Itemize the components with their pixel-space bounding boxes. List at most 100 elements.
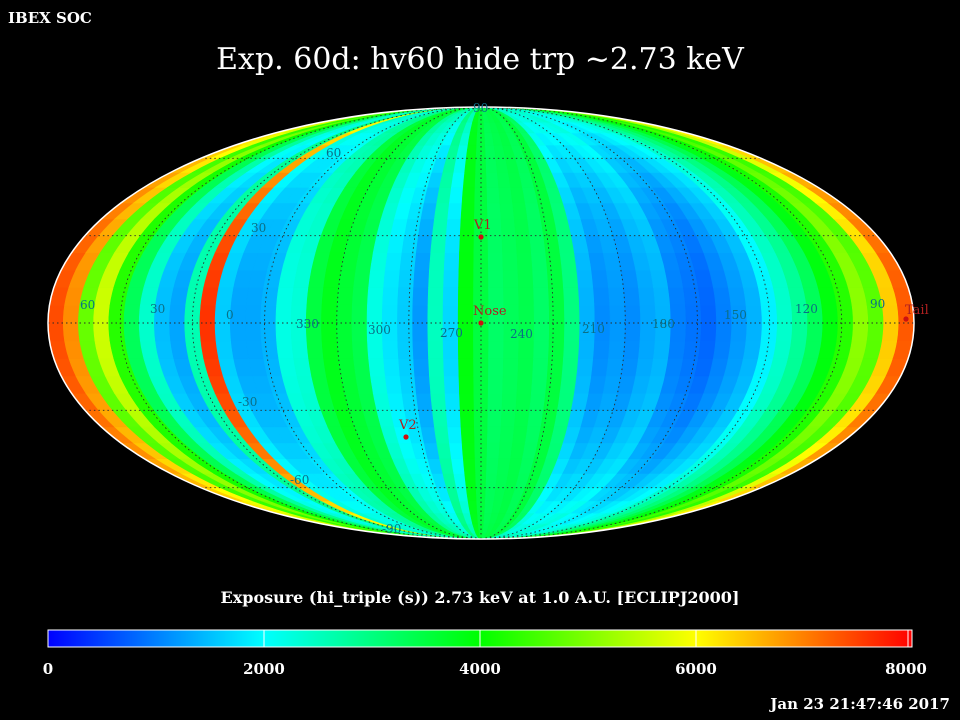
heatmap-cell [502,375,519,394]
heatmap-cell [245,304,262,324]
heatmap-cell [382,340,399,359]
heatmap-cell [881,322,900,342]
heatmap-cell [62,322,81,342]
heatmap-cell [700,304,717,324]
heatmap-cell [462,172,476,188]
heatmap-cell [561,358,579,377]
heatmap-cell [502,252,519,271]
heatmap-cell [336,304,353,324]
heatmap-cell [370,375,388,394]
heatmap-cell [199,322,217,342]
heatmap-cell [620,358,639,377]
heatmap-cell [465,144,478,159]
heatmap-cell [418,218,435,236]
heatmap-cell [486,187,501,204]
heatmap-cell [169,304,187,324]
heatmap-cell [576,358,594,377]
heatmap-cell [353,269,371,288]
heatmap-cell [436,442,452,459]
heatmap-cell [697,287,717,306]
heatmap-cell [608,340,626,359]
lon-label: 60 [80,298,95,312]
heatmap-cell [383,358,401,377]
colorbar-tick-label: 0 [43,660,53,678]
heatmap-cell [485,158,498,173]
heatmap-cell [498,442,513,459]
lon-label: 0 [226,308,234,322]
heatmap-cell [443,252,460,271]
heatmap-cell [418,409,435,428]
heatmap-cell [412,322,429,342]
lat-label: -60 [290,473,309,487]
heatmap-cell [518,340,535,359]
heatmap-cell [503,287,520,306]
lat-label: -30 [238,395,257,409]
heatmap-cell [336,340,354,359]
heatmap-cell [154,322,171,342]
heatmap-cell [474,442,488,459]
heatmap-cell [442,287,459,306]
heatmap-cell [245,287,265,306]
lon-label: 300 [368,323,391,337]
heatmap-cell [443,375,460,394]
heatmap-cell [415,235,433,253]
heatmap-cell [261,287,280,306]
heatmap-cell [594,304,611,324]
heatmap-cell [427,340,444,359]
heatmap-cell [578,340,595,359]
markers: V1 Nose V2 Tail [398,218,929,440]
heatmap-cell [123,304,141,324]
colorbar-title: Exposure (hi_triple (s)) 2.73 keV at 1.0… [220,588,740,607]
heatmap-cell [108,322,126,342]
heatmap-cell [543,392,561,411]
heatmap-cell [742,287,762,306]
lon-label: 210 [582,322,605,336]
heatmap-cell [382,287,399,306]
heatmap-cell [775,322,793,342]
heatmap-cell [108,304,126,324]
heatmap-cell [428,358,445,377]
heatmap-cell [462,458,476,474]
colorbar-tick-label: 2000 [243,660,285,678]
heatmap-cell [533,340,550,359]
lat-label: 90 [473,101,488,115]
heatmap-cell [487,375,504,394]
heatmap-cell [214,322,232,342]
heatmap-cell [353,358,371,377]
heatmap-cell [461,442,476,459]
heatmap-cell [138,322,156,342]
heatmap-cell [442,304,459,324]
heatmap-cell [548,287,565,306]
heatmap-cell [323,269,342,288]
heatmap-cell [559,375,578,394]
heatmap-cell [321,304,338,324]
heatmap-cell [488,322,505,342]
heatmap-cell [487,235,503,253]
heatmap-cell [427,287,444,306]
heatmap-cell [623,287,641,306]
heatmap-cell [245,340,265,359]
graticule-labels: 60 30 0 330 300 270 240 210 180 150 120 … [80,101,885,536]
colorbar-tick-label: 6000 [675,660,717,678]
heatmap-cell [62,304,81,324]
lon-label: 90 [870,297,885,311]
heatmap-cell [368,358,386,377]
heatmap-cell [545,252,563,271]
heatmap-cell [487,252,504,271]
heatmap-cell [306,340,324,359]
heatmap-cell [261,340,280,359]
heatmap-cell [685,304,702,324]
heatmap-cell [545,375,563,394]
heatmap-cell [447,202,463,220]
heatmap-cell [700,322,717,342]
heatmap-cell [367,287,384,306]
tail-marker [903,316,909,322]
heatmap-cell [591,358,609,377]
heatmap-cell [351,287,369,306]
heatmap-cell [513,218,530,236]
heatmap-cell [667,287,686,306]
heatmap-cell [368,269,386,288]
heatmap-cell [434,426,450,444]
lon-label: 240 [510,327,533,341]
heatmap-cell [653,340,671,359]
